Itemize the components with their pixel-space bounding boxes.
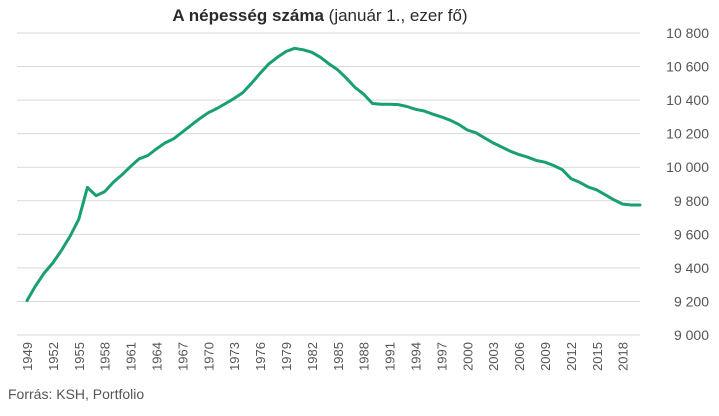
x-tick-label: 1952 <box>46 342 61 371</box>
x-tick-label: 1973 <box>227 342 242 371</box>
series-layer <box>25 46 642 303</box>
x-tick-label: 1967 <box>175 342 190 371</box>
x-tick-label: 1949 <box>20 342 35 371</box>
x-axis: 1949 1952 1955 1958 1961 1964 1967 1970 1973 1976… <box>20 342 631 371</box>
x-tick-label: 1988 <box>357 342 372 371</box>
y-tick-label: 10 800 <box>666 25 709 41</box>
y-axis: 9 000 9 200 9 400 9 600 9 800 10 000 10 200 10 … <box>666 25 709 343</box>
x-tick-label: 1958 <box>98 342 113 371</box>
y-tick-label: 10 000 <box>666 159 709 175</box>
chart-title-subtitle: (január 1., ezer fő) <box>328 6 468 25</box>
x-tick-label: 1994 <box>409 342 424 371</box>
y-tick-label: 10 400 <box>666 92 709 108</box>
x-tick-label: 2003 <box>486 342 501 371</box>
x-tick-label: 1997 <box>434 342 449 371</box>
x-tick-label: 1964 <box>150 342 165 371</box>
x-tick-label: 1955 <box>72 342 87 371</box>
source-note: Forrás: KSH, Portfolio <box>8 386 145 402</box>
x-tick-label: 2000 <box>460 342 475 371</box>
y-tick-label: 9 800 <box>674 193 709 209</box>
x-tick-label: 1961 <box>124 342 139 371</box>
x-tick-label: 1985 <box>331 342 346 371</box>
y-tick-label: 10 600 <box>666 59 709 75</box>
x-tick-label: 2018 <box>616 342 631 371</box>
x-tick-label: 2006 <box>512 342 527 371</box>
x-tick-label: 1991 <box>383 342 398 371</box>
chart-title-main: A népesség száma <box>172 6 324 25</box>
y-tick-label: 9 400 <box>674 260 709 276</box>
population-line <box>25 46 642 303</box>
y-tick-label: 10 200 <box>666 126 709 142</box>
x-tick-label: 2012 <box>564 342 579 371</box>
x-tick-label: 1979 <box>279 342 294 371</box>
chart-title: A népesség száma (január 1., ezer fő) <box>0 6 640 26</box>
x-tick-label: 1982 <box>305 342 320 371</box>
gridlines <box>17 32 640 336</box>
x-tick-label: 1970 <box>201 342 216 371</box>
y-tick-label: 9 200 <box>674 293 709 309</box>
y-tick-label: 9 600 <box>674 226 709 242</box>
x-tick-label: 2015 <box>590 342 605 371</box>
x-tick-label: 2009 <box>538 342 553 371</box>
y-tick-label: 9 000 <box>674 327 709 343</box>
x-tick-label: 1976 <box>253 342 268 371</box>
